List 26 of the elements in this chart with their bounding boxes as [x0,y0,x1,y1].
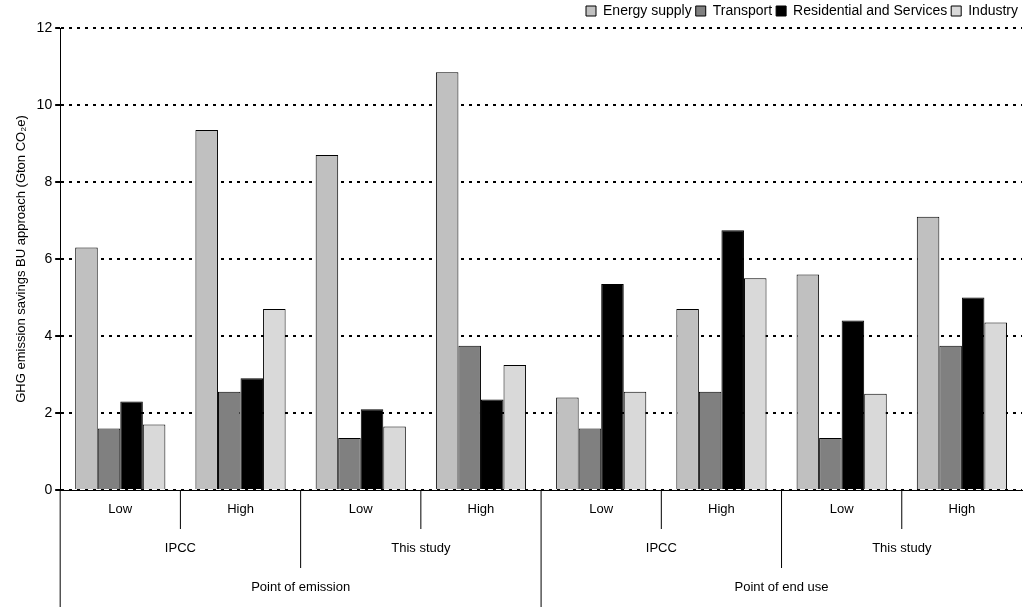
text: Point of end use [734,579,829,595]
text: IPCC [645,540,677,556]
legend-label: Industry [968,1,1019,18]
y-tick-label: 6 [44,249,53,266]
y-tick-label: 2 [44,403,53,420]
y-tick-label: 8 [44,172,53,189]
y-tick-label: 0 [44,480,53,497]
legend-label: Residential and Services [793,1,948,18]
text: This study [391,540,451,556]
x-tick-label: Low [829,501,855,517]
y-axis-title: GHG emission savings BU approach (Gton CO₂e) [13,115,29,403]
x-tick-label: High [467,501,495,517]
y-tick-label: 12 [36,18,53,35]
x-tick-label: Low [589,501,614,517]
legend-label: Transport [712,1,773,18]
x-tick-label: High [227,501,254,517]
text: IPCC [164,540,196,556]
legend-label: Energy supply [603,1,692,18]
x-tick-label: Low [348,501,374,517]
x-tick-label: Low [108,501,133,517]
text: This study [872,540,932,556]
x-tick-label: High [948,501,976,517]
y-tick-label: 4 [44,326,53,343]
y-tick-label: 10 [36,95,53,112]
text: Point of emission [251,579,351,595]
x-tick-label: High [708,501,735,517]
